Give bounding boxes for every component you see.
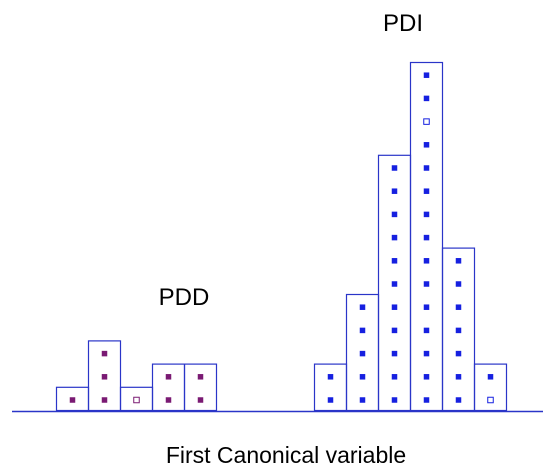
marker-filled-pdi bbox=[391, 165, 398, 171]
marker-filled-pdi bbox=[359, 327, 366, 334]
marker-filled-pdi bbox=[391, 327, 398, 334]
marker-filled-pdi bbox=[391, 350, 398, 357]
marker-filled-pdi bbox=[423, 211, 430, 218]
marker-filled-pdi bbox=[423, 350, 430, 357]
bar-pdi-5 bbox=[441, 247, 476, 412]
bar-pdd-4 bbox=[151, 363, 186, 412]
bars-layer bbox=[55, 61, 508, 412]
marker-filled-pdi bbox=[327, 374, 334, 380]
marker-filled-pdd bbox=[197, 374, 204, 380]
marker-filled-pdi bbox=[423, 165, 430, 171]
marker-filled-pdi bbox=[359, 397, 366, 403]
marker-filled-pdi bbox=[423, 234, 430, 241]
x-axis-label: First Canonical variable bbox=[166, 442, 406, 468]
marker-filled-pdi bbox=[423, 95, 430, 102]
marker-filled-pdi bbox=[455, 374, 462, 380]
marker-filled-pdd bbox=[101, 350, 108, 357]
marker-filled-pdi bbox=[391, 281, 398, 287]
marker-filled-pdi bbox=[391, 304, 398, 310]
marker-filled-pdi bbox=[359, 304, 366, 310]
marker-filled-pdi bbox=[391, 211, 398, 218]
marker-filled-pdi bbox=[391, 234, 398, 241]
bar-pdd-2 bbox=[87, 340, 122, 412]
bar-pdd-5 bbox=[183, 363, 218, 412]
marker-filled-pdd bbox=[197, 397, 204, 403]
marker-filled-pdi bbox=[455, 281, 462, 287]
marker-filled-pdi bbox=[487, 374, 494, 380]
marker-filled-pdi bbox=[423, 397, 430, 403]
marker-filled-pdi bbox=[423, 281, 430, 287]
group-label-pdi: PDI bbox=[383, 10, 423, 37]
bar-pdi-4 bbox=[409, 61, 444, 412]
marker-filled-pdi bbox=[327, 397, 334, 403]
marker-filled-pdi bbox=[423, 327, 430, 334]
marker-filled-pdd bbox=[165, 397, 172, 403]
marker-filled-pdi bbox=[455, 350, 462, 357]
marker-filled-pdd bbox=[69, 397, 76, 403]
marker-filled-pdi bbox=[423, 142, 430, 148]
marker-filled-pdi bbox=[455, 327, 462, 334]
marker-open-pdi bbox=[423, 118, 430, 125]
marker-filled-pdi bbox=[359, 374, 366, 380]
marker-filled-pdi bbox=[423, 374, 430, 380]
marker-open-pdd bbox=[133, 396, 140, 404]
marker-filled-pdi bbox=[423, 72, 430, 78]
marker-filled-pdi bbox=[455, 258, 462, 264]
marker-filled-pdi bbox=[423, 304, 430, 310]
marker-filled-pdi bbox=[423, 258, 430, 264]
marker-filled-pdi bbox=[455, 397, 462, 403]
marker-filled-pdd bbox=[101, 374, 108, 380]
marker-filled-pdi bbox=[391, 188, 398, 194]
marker-filled-pdi bbox=[455, 304, 462, 310]
marker-filled-pdi bbox=[391, 397, 398, 403]
marker-filled-pdi bbox=[391, 258, 398, 264]
marker-open-pdi bbox=[487, 396, 494, 404]
bar-pdi-6 bbox=[473, 363, 508, 412]
marker-filled-pdi bbox=[391, 374, 398, 380]
bar-pdi-1 bbox=[313, 363, 348, 412]
marker-filled-pdd bbox=[101, 397, 108, 403]
marker-filled-pdi bbox=[359, 350, 366, 357]
marker-filled-pdi bbox=[423, 188, 430, 194]
group-label-pdd: PDD bbox=[159, 284, 210, 311]
marker-filled-pdd bbox=[165, 374, 172, 380]
